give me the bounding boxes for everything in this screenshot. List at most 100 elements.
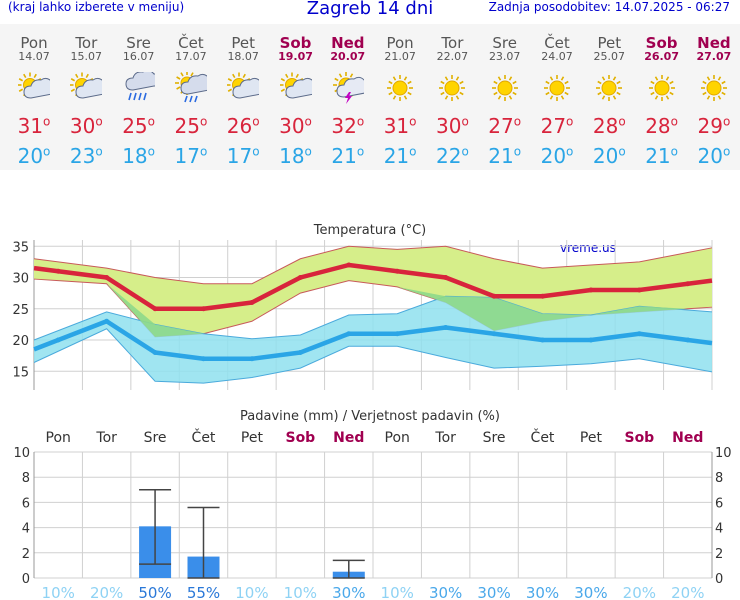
precip-probability: 50% [138,584,171,600]
day-date: 23.07 [488,50,521,63]
precip-probability: 30% [526,584,559,600]
min-temp: 17o [226,144,260,168]
precip-probability: 20% [671,584,704,600]
min-temp: 23o [69,144,103,168]
min-band-upper [33,295,713,341]
day-date: 22.07 [436,50,469,63]
x-tick-label: Pon [46,430,71,446]
min-temp: 20o [540,144,574,168]
precip-probability: 20% [623,584,656,600]
min-temp: 17o [174,144,208,168]
min-temp-point [297,350,303,355]
day-date: 18.07 [227,50,259,63]
max-temp-point [297,275,303,280]
max-band-upper [33,245,713,285]
max-temp-point [540,293,545,299]
max-temp: 28o [592,114,626,138]
max-temp-line [33,262,713,311]
sun-icon [387,75,414,101]
day-name: Pet [597,34,622,52]
x-tick-label: Sob [624,430,654,446]
min-temp: 18o [122,144,155,168]
day-name: Pon [20,34,48,52]
max-temp-point [201,306,206,312]
precip-probability: 10% [42,584,75,600]
max-temp-point [636,287,642,293]
precip-probability: 10% [381,584,414,600]
day-name: Čet [178,34,204,52]
max-temp-point [152,306,158,312]
x-tick-label: Pet [580,430,603,446]
page-title: Zagreb 14 dni [306,0,434,19]
y-tick-label: 4 [22,522,30,537]
day-name: Pon [386,34,414,52]
y-tick-label: 20 [12,334,29,349]
min-temp-point [685,337,691,343]
min-band-lower [33,328,713,384]
precip-probability: 10% [235,584,268,600]
min-temp-point [346,331,352,337]
y-tick-label-right: 8 [715,471,723,486]
max-temp-point [249,300,255,305]
min-temp-point [104,318,110,324]
max-temp: 25o [122,114,155,138]
min-temp-point [588,337,594,343]
max-temp: 31o [17,114,51,138]
sun-cloud-rain-icon [174,72,207,103]
day-name: Ned [697,34,731,52]
sun-cloud-icon [70,72,103,99]
day-date: 14.07 [18,50,50,63]
precip-probability: 30% [477,584,510,600]
day-date: 16.07 [122,50,155,63]
day-date: 24.07 [541,50,573,63]
chart-title: Padavine (mm) / Verjetnost padavin (%) [240,409,500,424]
x-tick-label: Sob [285,430,315,446]
precip-probability: 30% [574,584,607,600]
max-temp-point [685,281,691,287]
max-temp: 27o [540,114,574,138]
max-temp: 32o [331,114,365,138]
chart-watermark: vreme.us [560,241,616,255]
max-temp: 30o [435,114,469,138]
sun-icon [700,75,727,101]
sun-cloud-icon [279,72,312,99]
y-tick-label-right: 6 [715,496,723,511]
min-temp: 21o [645,144,678,168]
cloud-rain-icon [125,72,155,101]
y-tick-label-right: 2 [715,547,723,562]
y-tick-label-right: 4 [715,522,723,537]
min-temp: 18o [279,144,312,168]
min-temp-point [540,337,545,343]
min-temp-point [201,356,206,362]
min-temp: 20o [17,144,51,168]
last-updated: Zadnja posodobitev: 14.07.2025 - 06:27 [488,0,730,14]
sun-icon [596,75,623,101]
day-date: 15.07 [70,50,103,63]
x-tick-label: Sre [483,430,506,446]
x-tick-label: Tor [95,430,117,446]
cloud-lightning-icon [332,72,364,104]
day-date: 19.07 [278,50,313,63]
header-left-note: (kraj lahko izberete v meniju) [8,0,185,14]
precip-probability: 20% [90,584,123,600]
max-temp: 30o [279,114,312,138]
min-temp-point [152,350,158,355]
x-tick-label: Pet [241,430,264,446]
day-name: Čet [544,34,570,52]
y-tick-label: 6 [22,496,30,511]
day-name: Ned [331,34,365,52]
min-temp-point [249,356,255,362]
day-date: 26.07 [644,50,679,63]
max-temp: 29o [697,114,731,138]
max-temp-point [443,275,449,280]
max-temp-point [55,268,61,274]
min-temp: 20o [697,144,731,168]
min-temp-point [491,331,497,337]
max-temp: 28o [645,114,678,138]
min-temp-point [636,331,642,337]
y-tick-label: 0 [22,572,30,587]
day-date: 17.07 [175,50,207,63]
day-name: Sob [645,34,678,52]
y-tick-label: 10 [13,446,30,461]
x-tick-label: Ned [672,430,703,446]
